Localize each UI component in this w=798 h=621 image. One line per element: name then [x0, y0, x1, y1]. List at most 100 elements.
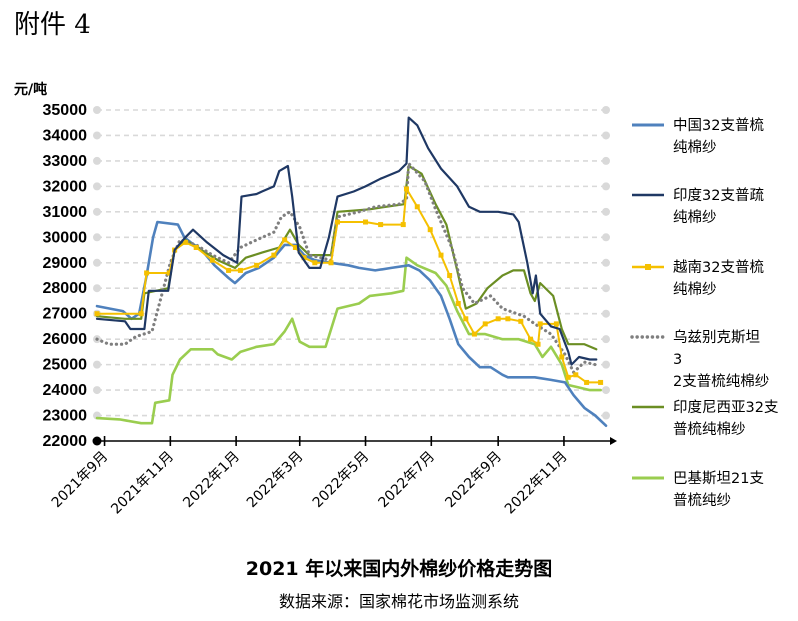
series-marker: [209, 257, 215, 263]
series-marker: [528, 336, 534, 342]
series-marker: [598, 379, 604, 385]
series-marker: [363, 219, 369, 225]
y-tick-label: 23000: [43, 408, 88, 425]
series-marker: [182, 239, 188, 245]
x-tick-label: 2022年5月: [310, 449, 373, 512]
gridline-end-dot: [93, 360, 101, 369]
x-tick-label: 2022年7月: [376, 449, 439, 512]
x-axis-origin-dot: [92, 436, 102, 446]
series-marker: [565, 374, 571, 380]
series-marker: [414, 204, 420, 210]
legend-label: 印度32支普疏纯棉纱: [673, 187, 764, 226]
y-tick-label: 32000: [43, 178, 88, 195]
gridline-end-dot: [93, 182, 101, 191]
y-tick-label: 30000: [43, 229, 88, 246]
gridline-end-dot: [602, 233, 610, 242]
legend-item: 中国32支普梳纯棉纱: [632, 117, 764, 156]
axes: 22000 23000 24000 25000 26000 27000 28000 29000…: [43, 102, 617, 518]
legend-label: 越南32支普梳纯棉纱: [673, 259, 764, 298]
series-line: [95, 116, 598, 366]
gridline-end-dot: [602, 207, 610, 216]
chart-title: 2021 年以来国内外棉纱价格走势图: [245, 558, 553, 580]
legend-marker: [645, 264, 651, 270]
series-marker: [94, 311, 100, 317]
legend-label: 巴基斯坦21支普梳纯纱: [673, 470, 764, 509]
legend-label: 中国32支普梳纯棉纱: [673, 117, 764, 156]
gridline-end-dot: [602, 258, 610, 267]
series-marker: [584, 379, 590, 385]
x-tick-label: 2022年11月: [502, 449, 571, 518]
series-marker: [427, 227, 433, 233]
chart-source: 数据来源：国家棉花市场监测系统: [278, 592, 519, 611]
series-marker: [559, 354, 565, 360]
series-marker: [447, 273, 453, 278]
series-marker: [438, 252, 444, 258]
series-marker: [553, 321, 559, 327]
y-tick-label: 27000: [43, 306, 88, 323]
x-tick-label: 2022年3月: [244, 449, 307, 512]
series-marker: [292, 244, 298, 250]
y-axis-unit-label: 元/吨: [14, 81, 47, 98]
gridline-end-dot: [93, 386, 101, 395]
series-marker: [282, 237, 288, 243]
series-marker: [237, 267, 243, 273]
series-marker: [535, 341, 541, 347]
attachment-label: 附件 4: [14, 10, 91, 40]
x-axis-arrow: [610, 437, 617, 445]
series-marker: [328, 260, 334, 266]
series-marker: [471, 331, 477, 337]
legend-item: 巴基斯坦21支普梳纯纱: [632, 470, 764, 509]
series-lines: [94, 116, 608, 428]
series-marker: [144, 270, 150, 276]
series-line: [95, 256, 602, 425]
series-line: [96, 187, 602, 384]
series-marker: [226, 267, 232, 273]
gridline-end-dot: [602, 131, 610, 140]
y-tick-label: 25000: [43, 357, 88, 374]
y-tick-label: 33000: [43, 153, 88, 170]
series-marker: [403, 186, 409, 192]
x-tick-label: 2021年11月: [108, 449, 177, 518]
gridlines: [93, 106, 610, 420]
series-marker: [254, 262, 260, 268]
series-marker: [463, 316, 469, 322]
gridline-end-dot: [602, 106, 610, 114]
series-marker: [537, 321, 543, 327]
gridline-end-dot: [602, 335, 610, 344]
series-marker: [573, 372, 579, 378]
gridline-end-dot: [93, 106, 101, 114]
series-marker: [400, 222, 406, 228]
series-marker: [166, 270, 172, 276]
gridline-end-dot: [602, 284, 610, 293]
gridline-end-dot: [602, 386, 610, 395]
legend-label: 乌兹别克斯坦 3 2支普梳纯棉纱: [673, 329, 769, 390]
gridline-end-dot: [93, 156, 101, 165]
gridline-end-dot: [602, 156, 610, 165]
legend-label: 印度尼西亚32支普梳纯棉纱: [673, 399, 778, 438]
y-tick-label: 22000: [43, 433, 88, 450]
y-tick-label: 24000: [43, 382, 88, 399]
series-marker: [482, 321, 488, 327]
gridline-end-dot: [93, 258, 101, 267]
x-tick-label: 2021年9月: [49, 449, 112, 512]
series-marker: [138, 311, 144, 317]
gridline-end-dot: [93, 207, 101, 216]
gridline-end-dot: [93, 284, 101, 293]
gridline-end-dot: [93, 233, 101, 242]
gridline-end-dot: [602, 309, 610, 318]
x-tick-label: 2022年9月: [442, 449, 505, 512]
y-tick-label: 28000: [43, 280, 88, 297]
series-marker: [312, 260, 318, 266]
series-marker: [495, 316, 501, 322]
series-line: [95, 220, 608, 428]
y-tick-label: 26000: [43, 331, 88, 348]
gridline-end-dot: [602, 411, 610, 420]
series-marker: [334, 219, 340, 225]
legend-item: 印度尼西亚32支普梳纯棉纱: [632, 399, 778, 438]
gridline-end-dot: [602, 360, 610, 369]
series-marker: [518, 318, 524, 324]
legend-item: 印度32支普疏纯棉纱: [632, 187, 764, 226]
gridline-end-dot: [93, 131, 101, 140]
